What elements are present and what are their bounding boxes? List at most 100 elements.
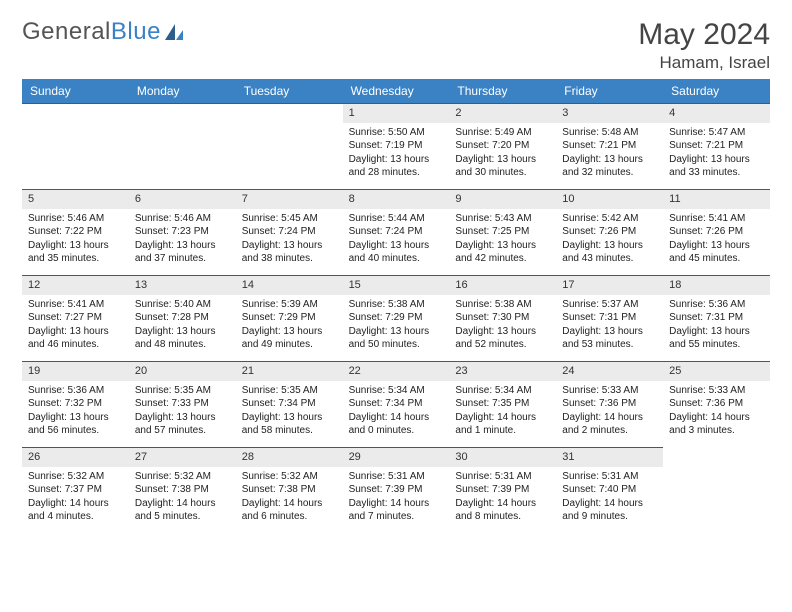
sunset-text: Sunset: 7:38 PM xyxy=(242,483,337,497)
daylight-line2: and 30 minutes. xyxy=(455,166,550,180)
daylight-line1: Daylight: 13 hours xyxy=(135,239,230,253)
sunset-text: Sunset: 7:34 PM xyxy=(242,397,337,411)
daylight-line2: and 55 minutes. xyxy=(669,338,764,352)
day-cell: 22Sunrise: 5:34 AMSunset: 7:34 PMDayligh… xyxy=(343,361,450,447)
day-number: 5 xyxy=(22,190,129,209)
daylight-line1: Daylight: 13 hours xyxy=(669,325,764,339)
daylight-line1: Daylight: 14 hours xyxy=(455,497,550,511)
daylight-line1: Daylight: 14 hours xyxy=(135,497,230,511)
sunset-text: Sunset: 7:22 PM xyxy=(28,225,123,239)
sunset-text: Sunset: 7:40 PM xyxy=(562,483,657,497)
dayhead-wednesday: Wednesday xyxy=(343,79,450,103)
daylight-line2: and 58 minutes. xyxy=(242,424,337,438)
day-cell: 30Sunrise: 5:31 AMSunset: 7:39 PMDayligh… xyxy=(449,447,556,533)
day-number: 20 xyxy=(129,362,236,381)
sunset-text: Sunset: 7:39 PM xyxy=(455,483,550,497)
day-number: 17 xyxy=(556,276,663,295)
day-cell: 25Sunrise: 5:33 AMSunset: 7:36 PMDayligh… xyxy=(663,361,770,447)
dayhead-sunday: Sunday xyxy=(22,79,129,103)
day-number: 8 xyxy=(343,190,450,209)
daylight-line2: and 0 minutes. xyxy=(349,424,444,438)
sunrise-text: Sunrise: 5:36 AM xyxy=(28,384,123,398)
sunset-text: Sunset: 7:24 PM xyxy=(242,225,337,239)
sunset-text: Sunset: 7:27 PM xyxy=(28,311,123,325)
sunrise-text: Sunrise: 5:38 AM xyxy=(455,298,550,312)
sunset-text: Sunset: 7:35 PM xyxy=(455,397,550,411)
sunrise-text: Sunrise: 5:38 AM xyxy=(349,298,444,312)
day-cell: 1Sunrise: 5:50 AMSunset: 7:19 PMDaylight… xyxy=(343,103,450,189)
sunrise-text: Sunrise: 5:41 AM xyxy=(28,298,123,312)
day-number: 16 xyxy=(449,276,556,295)
sunrise-text: Sunrise: 5:46 AM xyxy=(135,212,230,226)
daylight-line1: Daylight: 13 hours xyxy=(562,153,657,167)
sunrise-text: Sunrise: 5:32 AM xyxy=(135,470,230,484)
day-cell: 5Sunrise: 5:46 AMSunset: 7:22 PMDaylight… xyxy=(22,189,129,275)
day-cell: 13Sunrise: 5:40 AMSunset: 7:28 PMDayligh… xyxy=(129,275,236,361)
sunrise-text: Sunrise: 5:48 AM xyxy=(562,126,657,140)
empty-cell xyxy=(129,103,236,189)
daylight-line2: and 38 minutes. xyxy=(242,252,337,266)
daylight-line1: Daylight: 13 hours xyxy=(349,325,444,339)
day-cell: 17Sunrise: 5:37 AMSunset: 7:31 PMDayligh… xyxy=(556,275,663,361)
daylight-line1: Daylight: 13 hours xyxy=(135,325,230,339)
daylight-line1: Daylight: 13 hours xyxy=(455,325,550,339)
day-number: 12 xyxy=(22,276,129,295)
day-cell: 26Sunrise: 5:32 AMSunset: 7:37 PMDayligh… xyxy=(22,447,129,533)
day-cell: 28Sunrise: 5:32 AMSunset: 7:38 PMDayligh… xyxy=(236,447,343,533)
day-number: 18 xyxy=(663,276,770,295)
daylight-line2: and 37 minutes. xyxy=(135,252,230,266)
day-number: 9 xyxy=(449,190,556,209)
sunrise-text: Sunrise: 5:36 AM xyxy=(669,298,764,312)
sunset-text: Sunset: 7:34 PM xyxy=(349,397,444,411)
sunset-text: Sunset: 7:37 PM xyxy=(28,483,123,497)
dayhead-saturday: Saturday xyxy=(663,79,770,103)
sunset-text: Sunset: 7:38 PM xyxy=(135,483,230,497)
day-cell: 21Sunrise: 5:35 AMSunset: 7:34 PMDayligh… xyxy=(236,361,343,447)
daylight-line2: and 50 minutes. xyxy=(349,338,444,352)
logo-text-2: Blue xyxy=(111,18,161,46)
day-cell: 9Sunrise: 5:43 AMSunset: 7:25 PMDaylight… xyxy=(449,189,556,275)
daylight-line1: Daylight: 13 hours xyxy=(455,153,550,167)
daylight-line1: Daylight: 14 hours xyxy=(455,411,550,425)
dayhead-thursday: Thursday xyxy=(449,79,556,103)
logo-text-1: General xyxy=(22,18,111,46)
month-title: May 2024 xyxy=(638,18,770,51)
calendar-grid: SundayMondayTuesdayWednesdayThursdayFrid… xyxy=(22,79,770,533)
day-number: 31 xyxy=(556,448,663,467)
daylight-line2: and 57 minutes. xyxy=(135,424,230,438)
day-cell: 29Sunrise: 5:31 AMSunset: 7:39 PMDayligh… xyxy=(343,447,450,533)
sunset-text: Sunset: 7:31 PM xyxy=(669,311,764,325)
day-number: 13 xyxy=(129,276,236,295)
daylight-line1: Daylight: 14 hours xyxy=(242,497,337,511)
daylight-line2: and 33 minutes. xyxy=(669,166,764,180)
daylight-line2: and 4 minutes. xyxy=(28,510,123,524)
day-cell: 16Sunrise: 5:38 AMSunset: 7:30 PMDayligh… xyxy=(449,275,556,361)
sunrise-text: Sunrise: 5:34 AM xyxy=(349,384,444,398)
daylight-line2: and 53 minutes. xyxy=(562,338,657,352)
dayhead-friday: Friday xyxy=(556,79,663,103)
daylight-line1: Daylight: 13 hours xyxy=(28,411,123,425)
sunset-text: Sunset: 7:31 PM xyxy=(562,311,657,325)
daylight-line2: and 7 minutes. xyxy=(349,510,444,524)
daylight-line2: and 46 minutes. xyxy=(28,338,123,352)
sunrise-text: Sunrise: 5:35 AM xyxy=(242,384,337,398)
daylight-line1: Daylight: 14 hours xyxy=(349,411,444,425)
sunset-text: Sunset: 7:26 PM xyxy=(562,225,657,239)
daylight-line2: and 9 minutes. xyxy=(562,510,657,524)
sunrise-text: Sunrise: 5:42 AM xyxy=(562,212,657,226)
daylight-line1: Daylight: 13 hours xyxy=(669,239,764,253)
day-number: 4 xyxy=(663,104,770,123)
daylight-line1: Daylight: 14 hours xyxy=(562,411,657,425)
daylight-line1: Daylight: 13 hours xyxy=(242,411,337,425)
day-number: 15 xyxy=(343,276,450,295)
day-cell: 14Sunrise: 5:39 AMSunset: 7:29 PMDayligh… xyxy=(236,275,343,361)
daylight-line2: and 8 minutes. xyxy=(455,510,550,524)
day-number: 3 xyxy=(556,104,663,123)
day-number: 11 xyxy=(663,190,770,209)
day-cell: 10Sunrise: 5:42 AMSunset: 7:26 PMDayligh… xyxy=(556,189,663,275)
day-number: 23 xyxy=(449,362,556,381)
daylight-line2: and 40 minutes. xyxy=(349,252,444,266)
sunset-text: Sunset: 7:26 PM xyxy=(669,225,764,239)
daylight-line1: Daylight: 13 hours xyxy=(28,325,123,339)
dayhead-tuesday: Tuesday xyxy=(236,79,343,103)
